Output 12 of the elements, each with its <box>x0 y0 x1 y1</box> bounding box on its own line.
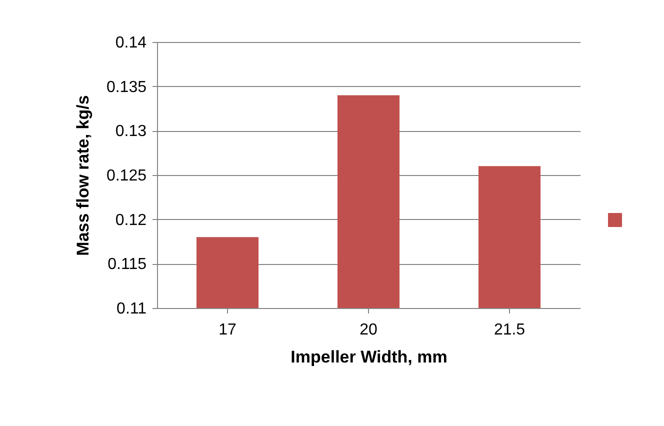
x-tick-label: 20 <box>360 322 378 338</box>
y-tick-label: 0.11 <box>116 300 147 318</box>
y-tick-label: 0.125 <box>106 168 147 184</box>
y-tick-label: 0.13 <box>115 123 147 140</box>
y-tick-label: 0.135 <box>106 78 147 96</box>
y-tick-label: 0.14 <box>115 34 147 52</box>
x-tick-label: 17 <box>218 322 236 338</box>
y-tick-label: 0.115 <box>108 256 147 274</box>
y-tick-label: 0.12 <box>115 212 147 229</box>
x-axis-title: Impeller Width, mm <box>290 348 448 366</box>
x-tick-label: 21.5 <box>494 322 526 338</box>
y-axis-title: Mass flow rate, kg/s <box>73 95 92 256</box>
